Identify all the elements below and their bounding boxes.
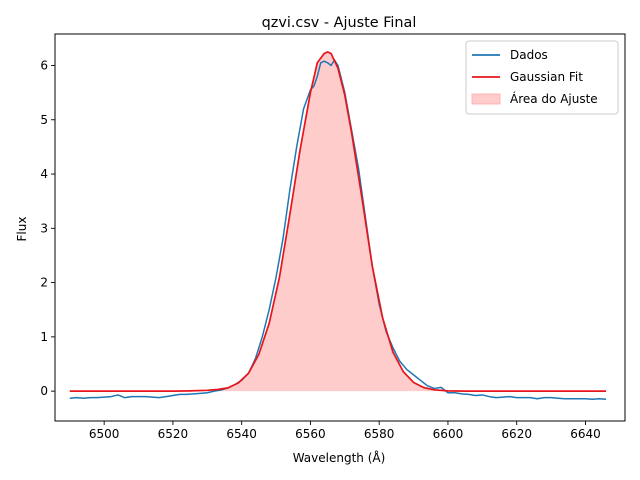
x-tick-label: 6580 <box>364 427 395 441</box>
legend-entry-gaussian-fit-label: Gaussian Fit <box>510 70 583 84</box>
x-tick-label: 6560 <box>295 427 326 441</box>
gaussian-fit-line <box>69 51 607 392</box>
legend: Dados Gaussian Fit Área do Ajuste <box>465 40 619 115</box>
x-tick-label: 6500 <box>89 427 120 441</box>
legend-entry-data-label: Dados <box>510 48 548 62</box>
x-tick-label: 6600 <box>433 427 464 441</box>
y-tick-label: 6 <box>40 58 48 72</box>
legend-entry-fit-area-swatch <box>471 93 501 105</box>
y-tick-label: 3 <box>40 221 48 235</box>
y-tick-label: 2 <box>40 276 48 290</box>
plot-area <box>69 51 607 401</box>
x-tick-label: 6540 <box>226 427 257 441</box>
legend-entry-fit-area-label: Área do Ajuste <box>510 91 598 106</box>
x-tick-label: 6520 <box>158 427 189 441</box>
data-series-line <box>69 59 607 401</box>
y-tick-label: 4 <box>40 167 48 181</box>
chart-title: qzvi.csv - Ajuste Final <box>262 15 417 31</box>
fit-area-fill <box>69 51 607 392</box>
x-tick-label: 6640 <box>570 427 601 441</box>
y-tick-label: 0 <box>40 384 48 398</box>
x-axis-label: Wavelength (Å) <box>293 450 386 465</box>
plot-frame <box>54 33 626 422</box>
y-tick-label: 5 <box>40 113 48 127</box>
y-axis-label: Flux <box>15 217 29 242</box>
x-tick-label: 6620 <box>501 427 532 441</box>
y-tick-label: 1 <box>40 330 48 344</box>
legend-box <box>465 40 619 115</box>
axis-ticks: 6500 6520 6540 6560 6580 6600 6620 6640 0 1 2 3 4 5 6 <box>40 58 600 441</box>
